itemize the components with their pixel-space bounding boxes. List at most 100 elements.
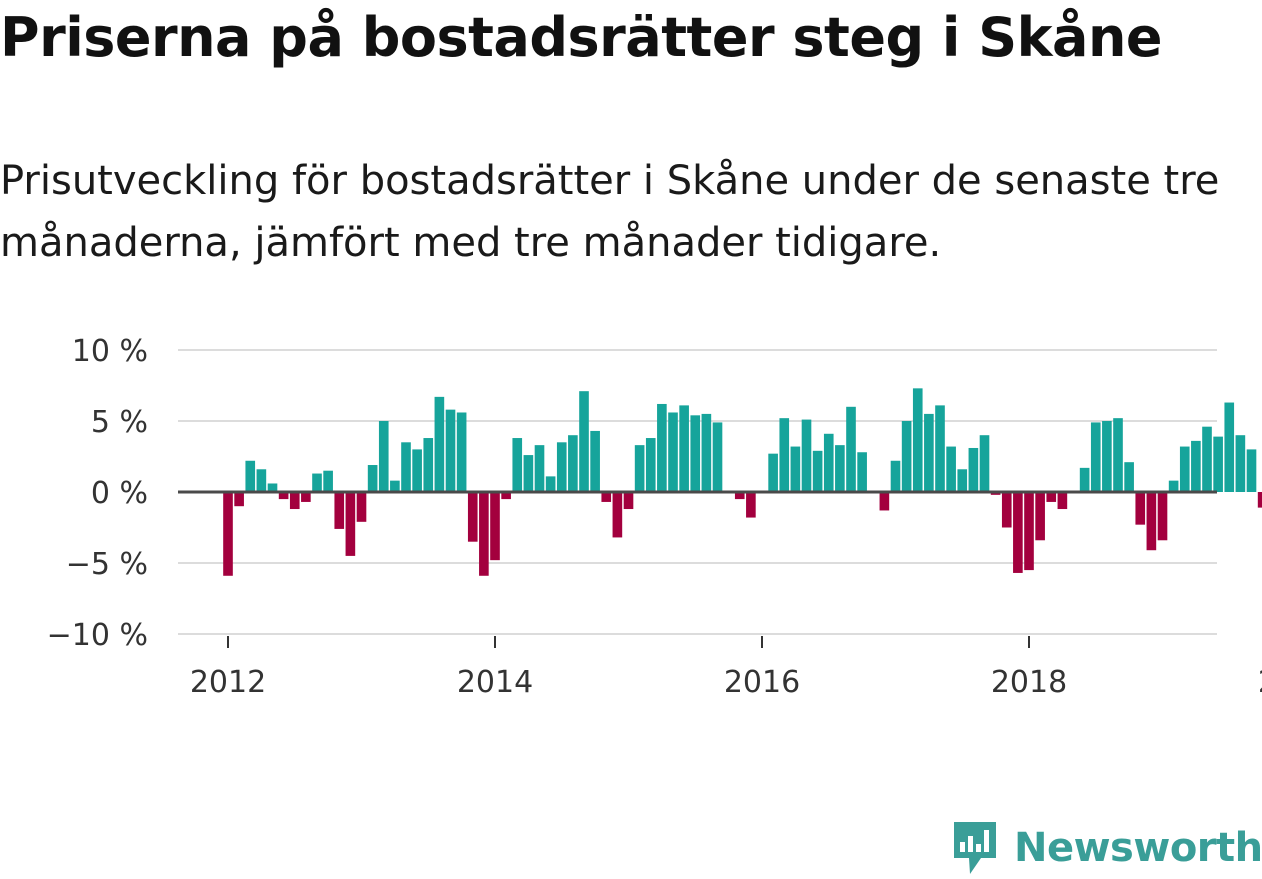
bar — [245, 460, 256, 492]
bar — [924, 413, 934, 492]
bar — [301, 492, 311, 502]
bar — [467, 492, 478, 542]
bar — [556, 442, 567, 492]
bar — [534, 445, 545, 492]
bar — [979, 435, 990, 492]
y-tick-label: −10 % — [47, 618, 148, 653]
newsworthy-logo-icon — [954, 822, 996, 874]
bar — [768, 453, 778, 492]
bar — [679, 405, 689, 492]
bar — [512, 438, 523, 492]
bar — [568, 435, 578, 492]
bar — [1202, 426, 1212, 492]
bar — [1113, 418, 1123, 492]
bar — [590, 430, 600, 492]
bar — [701, 413, 712, 492]
bar — [690, 415, 701, 492]
bar — [412, 449, 422, 492]
bar — [390, 480, 400, 492]
bar — [1179, 446, 1190, 492]
bar — [545, 476, 556, 492]
bar — [946, 446, 956, 492]
bar — [479, 492, 489, 576]
y-axis-labels: 10 % 5 % 0 % −5 % −10 % — [47, 334, 148, 653]
bar — [657, 403, 667, 492]
bar — [612, 492, 623, 538]
bar — [879, 492, 890, 511]
x-tick-label: 2018 — [991, 665, 1067, 700]
bar — [823, 433, 834, 492]
bar — [1001, 492, 1012, 528]
bar — [901, 421, 912, 492]
bar — [846, 406, 856, 492]
gridlines — [178, 349, 1217, 635]
y-tick-label: 10 % — [72, 334, 148, 369]
bar — [790, 446, 801, 492]
y-tick-label: −5 % — [66, 547, 148, 582]
bar — [645, 438, 656, 492]
x-tick-label: 2012 — [190, 665, 266, 700]
bar — [289, 492, 300, 510]
bar — [1124, 462, 1134, 492]
bar — [434, 396, 445, 492]
newsworthy-logo: Newsworthy — [950, 818, 1262, 878]
bar — [579, 391, 589, 492]
bar — [367, 465, 378, 492]
bar — [1102, 421, 1112, 492]
bar — [334, 492, 345, 529]
bar — [734, 492, 745, 500]
bar — [356, 492, 367, 522]
bar-chart: 10 % 5 % 0 % −5 % −10 % 2012 2014 2016 2018 2020… — [47, 334, 1262, 700]
bar — [912, 388, 923, 492]
bar — [857, 452, 867, 492]
bar — [1224, 402, 1235, 492]
bar — [1024, 492, 1034, 571]
x-tick-label: 2020 — [1258, 665, 1262, 700]
bar — [1013, 492, 1023, 573]
bar — [312, 473, 322, 492]
chart-title: Priserna på bostadsrätter steg i Skåne — [0, 6, 1163, 69]
bar — [445, 409, 456, 492]
bar — [267, 483, 278, 492]
bar — [345, 492, 356, 556]
bar — [1135, 492, 1146, 525]
bar — [1035, 492, 1045, 541]
bar — [668, 412, 678, 492]
bar — [323, 470, 333, 492]
bar — [1213, 436, 1223, 492]
x-tick-label: 2014 — [457, 665, 533, 700]
y-tick-label: 0 % — [91, 476, 148, 511]
bar — [256, 469, 267, 492]
bar — [935, 405, 945, 492]
bar — [490, 492, 500, 561]
bar — [623, 492, 634, 510]
y-tick-label: 5 % — [91, 405, 148, 440]
bar — [1168, 480, 1179, 492]
bar — [1057, 492, 1068, 510]
bar — [223, 492, 233, 576]
bar — [812, 450, 823, 492]
bar — [234, 492, 244, 507]
bar — [378, 421, 389, 492]
bar — [1146, 492, 1157, 551]
brand-name: Newsworthy — [1014, 825, 1262, 871]
bar — [1191, 440, 1201, 492]
bar — [401, 442, 411, 492]
bar — [890, 460, 901, 492]
bar — [712, 422, 723, 492]
bar — [601, 492, 612, 502]
bar — [456, 412, 467, 492]
bar — [523, 455, 534, 492]
bars — [223, 388, 1262, 576]
bar — [1157, 492, 1168, 541]
bar — [957, 469, 968, 492]
bar — [501, 492, 511, 500]
bar — [1046, 492, 1057, 502]
bar — [634, 445, 645, 492]
bar — [278, 492, 289, 500]
bar — [1235, 435, 1246, 492]
bar — [968, 447, 979, 492]
bar — [1257, 492, 1262, 508]
bar — [423, 438, 434, 492]
bar — [779, 418, 790, 492]
